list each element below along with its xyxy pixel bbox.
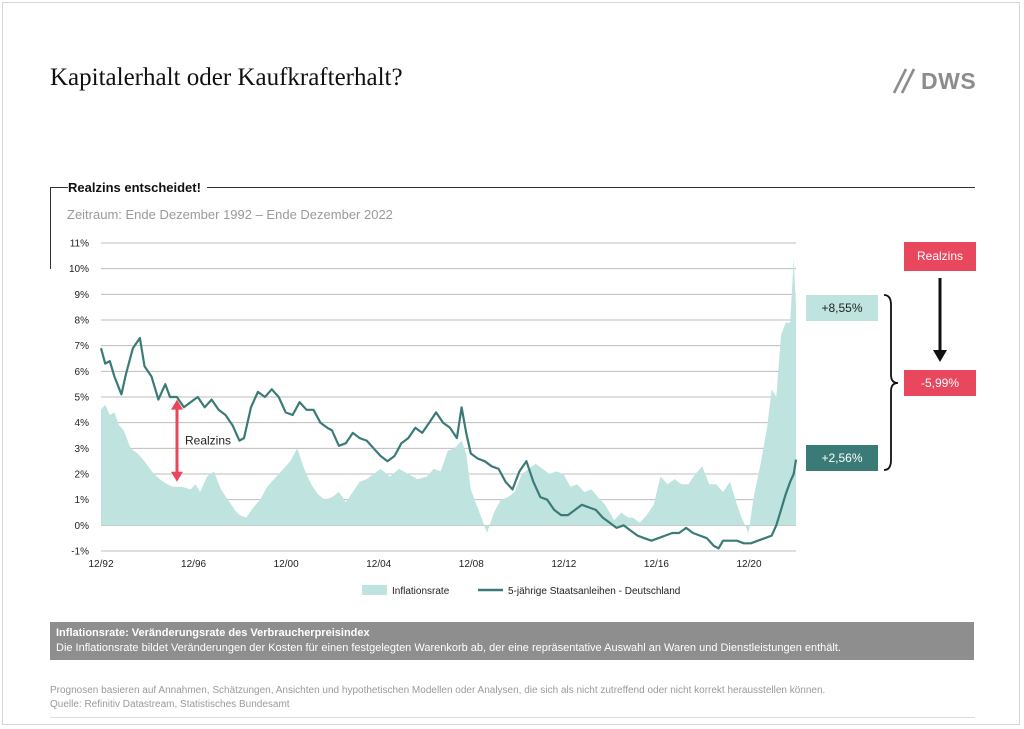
- realzins-header-label: Realzins: [904, 242, 976, 271]
- chart-axes: -1% 0% 1% 2% 3% 4% 5% 6% 7% 8% 9% 10% 11% 12/92 12/96 1…: [69, 239, 762, 571]
- y-tick-label: 8%: [75, 316, 90, 327]
- legend-swatch-inflation: [362, 585, 387, 595]
- x-tick-label: 12/04: [366, 559, 391, 570]
- page-title: Kapitalerhalt oder Kaufkrafterhalt?: [50, 64, 403, 91]
- realzins-arrow-head-down: [171, 471, 183, 482]
- down-arrow-head: [933, 350, 947, 362]
- curly-bracket: [883, 294, 899, 471]
- inflation-area: [101, 258, 796, 533]
- y-tick-label: 1%: [75, 495, 90, 506]
- y-tick-label: 11%: [70, 239, 89, 250]
- definition-text: Die Inflationsrate bildet Veränderungen …: [56, 642, 841, 654]
- footnote-disclaimer: Prognosen basieren auf Annahmen, Schätzu…: [50, 685, 826, 696]
- y-tick-label: 3%: [75, 444, 90, 455]
- realzins-value-label: -5,99%: [904, 370, 976, 396]
- y-tick-label: 9%: [75, 290, 90, 301]
- x-tick-label: 12/12: [551, 559, 576, 570]
- y-tick-label: 7%: [75, 341, 90, 352]
- chart-annotations: Realzins: [171, 278, 947, 482]
- section-subtitle: Zeitraum: Ende Dezember 1992 – Ende Deze…: [67, 207, 393, 222]
- y-tick-label: 10%: [69, 264, 89, 275]
- bond-end-label: +2,56%: [806, 445, 878, 471]
- y-tick-label: 2%: [75, 470, 90, 481]
- y-tick-label: 6%: [75, 367, 90, 378]
- section-rule: [50, 187, 975, 188]
- realzins-arrow-head-up: [171, 399, 183, 410]
- y-tick-label: -1%: [71, 547, 89, 558]
- legend-label-inflation: Inflationsrate: [392, 586, 450, 597]
- chart-legend: Inflationsrate 5-jährige Staatsanleihen -…: [362, 585, 680, 597]
- chart-series: [99, 258, 798, 550]
- bottom-rule: [50, 717, 975, 718]
- section-title: Realzins entscheidet!: [68, 180, 207, 195]
- inflation-end-label: +8,55%: [806, 295, 878, 321]
- x-tick-label: 12/20: [737, 559, 762, 570]
- x-tick-label: 12/96: [181, 559, 206, 570]
- x-tick-label: 12/00: [274, 559, 299, 570]
- dws-logo: DWS: [890, 66, 976, 96]
- y-tick-label: 4%: [75, 418, 90, 429]
- x-tick-label: 12/92: [88, 559, 113, 570]
- x-tick-label: 12/08: [459, 559, 484, 570]
- dws-logo-text: DWS: [921, 67, 977, 94]
- definition-bar: Inflationsrate: Veränderungsrate des Ver…: [50, 622, 974, 660]
- legend-label-bond: 5-jährige Staatsanleihen - Deutschland: [508, 586, 680, 597]
- footnote-source: Quelle: Refinitiv Datastream, Statistisc…: [50, 699, 290, 710]
- realzins-arrow-label: Realzins: [185, 434, 231, 448]
- y-tick-label: 5%: [75, 393, 90, 404]
- section-rule-tick: [50, 187, 51, 269]
- y-tick-label: 0%: [75, 521, 90, 532]
- bond-yield-line: [99, 336, 798, 550]
- dws-slash-icon: [892, 68, 916, 94]
- x-tick-label: 12/16: [644, 559, 669, 570]
- definition-title: Inflationsrate: Veränderungsrate des Ver…: [56, 627, 370, 639]
